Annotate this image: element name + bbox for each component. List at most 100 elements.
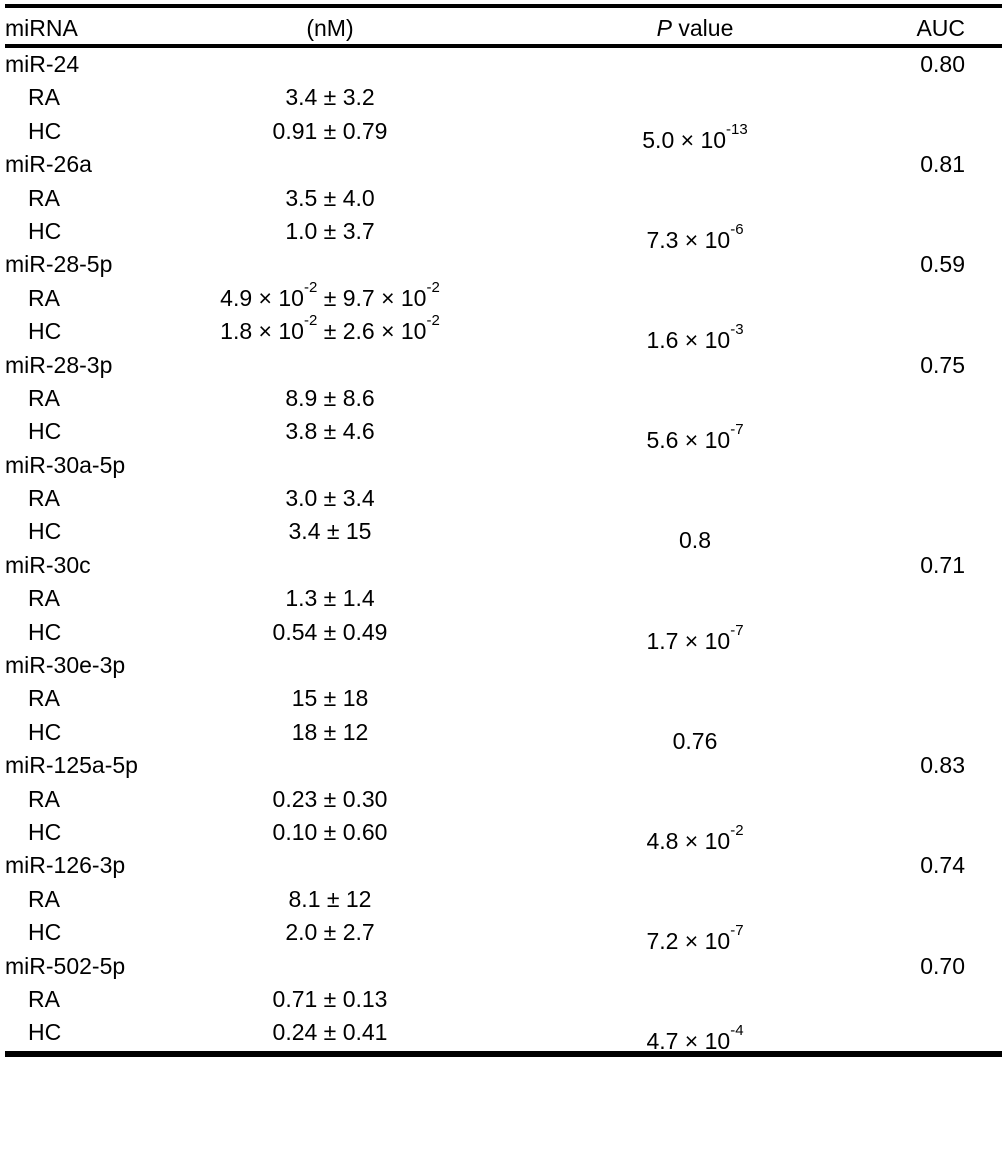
- concentration-value: 0.10 ± 0.60: [273, 816, 388, 849]
- header-row: miRNA (nM) P value AUC: [5, 8, 1002, 44]
- group-label: RA: [28, 485, 60, 512]
- mirna-name: miR-30c: [5, 551, 91, 578]
- header-mirna: miRNA: [5, 15, 78, 41]
- group-label: RA: [28, 184, 60, 211]
- concentration-value: 1.8 × 10-2 ± 2.6 × 10-2: [220, 312, 440, 348]
- group-label: RA: [28, 685, 60, 712]
- value-text: 3.8 ± 4.6: [285, 418, 375, 445]
- hc-row: HC 0.24 ± 0.41 4.7 × 10-4: [5, 1016, 1002, 1054]
- concentration-value: 18 ± 12: [292, 716, 369, 749]
- group-label: HC: [28, 618, 62, 645]
- value-text: 8.1 ± 12: [288, 885, 372, 912]
- mirna-name: miR-24: [5, 51, 80, 77]
- concentration-value: 3.4 ± 15: [289, 515, 372, 548]
- exponent: -6: [730, 220, 744, 238]
- value-text: 0.8: [679, 527, 711, 554]
- exponent: -2: [303, 278, 318, 296]
- ra-row: RA 3.0 ± 3.4: [5, 482, 1002, 515]
- mirna-name: miR-30a-5p: [5, 451, 126, 478]
- concentration-value: 8.9 ± 8.6: [285, 382, 374, 415]
- mirna-name: miR-126-3p: [5, 852, 126, 879]
- value-text: 8.9 ± 8.6: [285, 384, 375, 411]
- value-text: 0.91 ± 0.79: [272, 117, 388, 144]
- group-label: RA: [28, 985, 60, 1012]
- group-label: HC: [28, 919, 62, 946]
- ra-row: RA 1.3 ± 1.4: [5, 582, 1002, 615]
- concentration-value: 3.8 ± 4.6: [285, 415, 374, 448]
- ra-row: RA 0.23 ± 0.30: [5, 783, 1002, 816]
- auc-value: 0.80: [920, 51, 965, 77]
- mirna-row: miR-30a-5p: [5, 449, 1002, 482]
- concentration-value: 2.0 ± 2.7: [285, 916, 374, 949]
- value-text: 0.76: [672, 727, 718, 754]
- value-text: 5.0 × 10: [642, 126, 727, 153]
- header-auc: AUC: [916, 15, 965, 41]
- p-value: 4.7 × 10-4: [646, 1022, 744, 1058]
- value-text: 3.4 ± 3.2: [285, 84, 375, 111]
- exponent: -7: [730, 421, 744, 439]
- value-text: 3.0 ± 3.4: [285, 485, 375, 512]
- mirna-name: miR-28-3p: [5, 351, 113, 378]
- concentration-value: 3.4 ± 3.2: [285, 81, 374, 114]
- exponent: -2: [426, 278, 440, 296]
- mirna-name: miR-502-5p: [5, 952, 126, 979]
- exponent: -3: [730, 321, 744, 339]
- ra-row: RA 8.1 ± 12: [5, 883, 1002, 916]
- auc-value: 0.81: [920, 151, 965, 178]
- table-body: miR-24 0.80 RA 3.4 ± 3.2 HC 0.91 ± 0.79 5.0 × …: [5, 48, 1002, 1054]
- group-label: HC: [28, 518, 62, 545]
- value-text: 0.71 ± 0.13: [272, 985, 388, 1012]
- concentration-value: 3.5 ± 4.0: [285, 182, 374, 215]
- exponent: -2: [303, 312, 318, 330]
- value-text: 1.0 ± 3.7: [285, 217, 375, 244]
- p-value: 7.2 × 10-7: [646, 922, 744, 958]
- value-text: 3.4 ± 15: [288, 518, 372, 545]
- mirna-row: miR-125a-5p 0.83: [5, 749, 1002, 782]
- concentration-value: 0.23 ± 0.30: [273, 783, 388, 816]
- mirna-name: miR-28-5p: [5, 251, 113, 278]
- value-text: 4.8 × 10: [646, 827, 731, 854]
- exponent: -7: [730, 621, 744, 639]
- mirna-row: miR-126-3p 0.74: [5, 849, 1002, 882]
- exponent: -4: [730, 1022, 744, 1040]
- exponent: -2: [426, 312, 440, 330]
- group-label: HC: [28, 818, 62, 845]
- group-label: RA: [28, 384, 60, 411]
- auc-value: 0.83: [920, 752, 965, 779]
- ra-row: RA 3.4 ± 3.2: [5, 81, 1002, 114]
- exponent: -13: [726, 120, 748, 138]
- hc-row: HC 0.91 ± 0.79 5.0 × 10-13: [5, 115, 1002, 153]
- hc-row: HC 2.0 ± 2.7 7.2 × 10-7: [5, 916, 1002, 954]
- p-value: 1.6 × 10-3: [646, 321, 744, 357]
- value-text: 7.3 × 10: [646, 226, 731, 253]
- mirna-row: miR-30c 0.71: [5, 549, 1002, 582]
- group-label: RA: [28, 885, 60, 912]
- p-value: 7.3 × 10-6: [646, 220, 744, 257]
- group-label: HC: [28, 117, 62, 144]
- value-text: 0.24 ± 0.41: [272, 1019, 388, 1046]
- concentration-value: 0.54 ± 0.49: [273, 616, 388, 649]
- value-text: ± 2.6 × 10: [317, 318, 427, 345]
- exponent: -7: [730, 922, 744, 940]
- group-label: HC: [28, 217, 62, 244]
- value-text: 4.7 × 10: [646, 1028, 731, 1055]
- mirna-row: miR-28-3p 0.75: [5, 349, 1002, 382]
- mirna-row: miR-30e-3p: [5, 649, 1002, 682]
- value-text: 3.5 ± 4.0: [285, 184, 375, 211]
- value-text: 1.8 × 10: [220, 318, 304, 345]
- group-label: RA: [28, 284, 60, 311]
- hc-row: HC 1.8 × 10-2 ± 2.6 × 10-2 1.6 × 10-3: [5, 312, 1002, 353]
- exponent: -2: [730, 821, 744, 839]
- hc-row: HC 0.54 ± 0.49 1.7 × 10-7: [5, 616, 1002, 654]
- p-value: 0.8: [679, 524, 711, 557]
- mirna-name: miR-26a: [5, 151, 92, 178]
- value-text: 5.6 × 10: [646, 427, 731, 454]
- ra-row: RA 0.71 ± 0.13: [5, 983, 1002, 1016]
- auc-value: 0.71: [920, 551, 965, 578]
- group-label: HC: [28, 318, 62, 345]
- concentration-value: 15 ± 18: [292, 682, 369, 715]
- hc-row: HC 18 ± 12 0.76: [5, 716, 1002, 754]
- header-concentration: (nM): [306, 15, 354, 41]
- mirna-name: miR-30e-3p: [5, 652, 126, 679]
- p-value: 0.76: [673, 725, 718, 758]
